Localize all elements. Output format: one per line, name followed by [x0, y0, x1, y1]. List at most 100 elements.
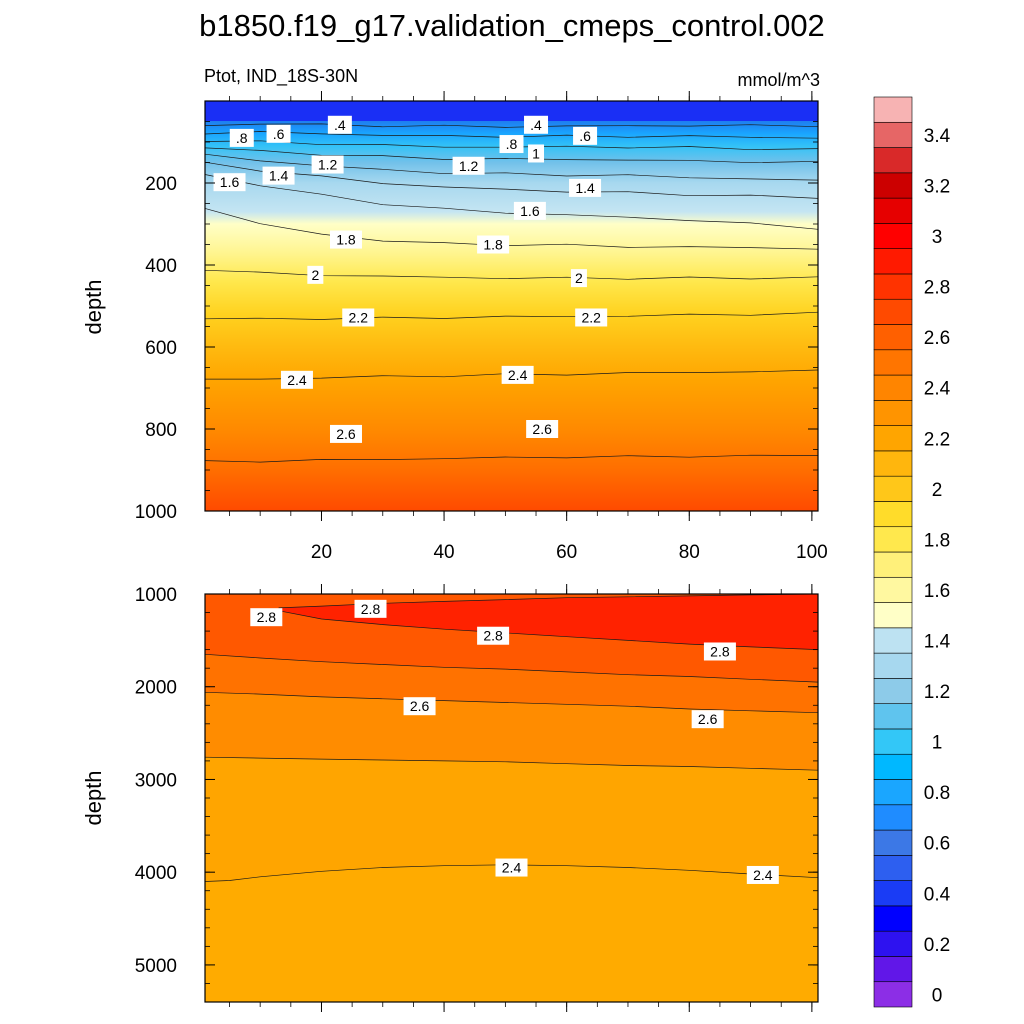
lower-contour-label: 2.8	[250, 608, 283, 627]
colorbar-swatch	[873, 248, 913, 275]
svg-text:2.6: 2.6	[698, 711, 718, 727]
upper-contour-label: .8	[229, 128, 254, 147]
upper-ytick-label: 600	[145, 338, 177, 359]
upper-contour-label: 2.6	[329, 424, 362, 443]
lower-contour-labels: 2.8 2.8 2.8 2.8 2.6 2.6 2.4 2.4	[250, 599, 779, 884]
colorbar-swatch	[873, 880, 913, 907]
lower-band-max	[278, 594, 818, 650]
upper-contour-label: 1.4	[262, 166, 295, 185]
upper-contour-labels: .4 .4 .6 .6 .8 .8 1 1.2 1.2 1.4 1.4 1.6 1.6 1.8 1.8 2 2 2…	[213, 115, 608, 443]
lower-contour-label: 2.8	[354, 599, 387, 618]
svg-text:.4: .4	[334, 117, 346, 133]
colorbar-swatch	[873, 147, 913, 174]
upper-contour-label: 1.4	[569, 178, 602, 197]
lower-contour-label: 2.8	[703, 642, 736, 661]
colorbar-swatch	[873, 956, 913, 983]
svg-text:2.8: 2.8	[361, 601, 381, 617]
upper-ytick-label: 800	[145, 420, 177, 441]
svg-text:1.8: 1.8	[483, 237, 503, 253]
lower-ytick-label: 2000	[135, 678, 177, 699]
colorbar-swatch	[873, 804, 913, 831]
upper-contour-1.4	[204, 161, 819, 199]
svg-text:1.2: 1.2	[459, 158, 479, 174]
colorbar-swatch	[873, 374, 913, 401]
svg-text:.8: .8	[506, 136, 518, 152]
svg-text:2.2: 2.2	[349, 309, 369, 325]
colorbar-label: 0.2	[924, 935, 950, 956]
colorbar-swatch	[873, 273, 913, 300]
colorbar-swatch	[873, 930, 913, 957]
colorbar: 0 0.2 0.4 0.6 0.8 1 1.2 1.4 1.6 1.8 2 2.2 2.4 2.6 2.8 3…	[873, 96, 951, 1008]
colorbar-label: 2.2	[924, 429, 950, 450]
upper-xtick-label: 60	[556, 542, 577, 563]
upper-contour-label: 2	[307, 265, 324, 284]
svg-text:2.8: 2.8	[710, 643, 730, 659]
lower-contour-label: 2.6	[403, 697, 436, 716]
colorbar-label: 0.6	[924, 834, 950, 855]
colorbar-label: 1.6	[924, 581, 950, 602]
upper-contour-0.4	[204, 123, 819, 128]
colorbar-label: 0.4	[924, 884, 951, 905]
upper-field	[205, 101, 818, 511]
upper-contour-label: .6	[266, 124, 291, 143]
svg-text:2: 2	[575, 270, 583, 286]
colorbar-swatch	[873, 400, 913, 426]
upper-xtick-label: 80	[679, 542, 700, 563]
lower-contour-2.5	[204, 756, 819, 771]
colorbar-swatch	[873, 526, 913, 553]
colorbar-swatch	[873, 475, 913, 502]
svg-text:1.6: 1.6	[520, 203, 540, 219]
variable-subtitle: Ptot, IND_18S-30N	[204, 66, 358, 87]
lower-ytick-label: 5000	[135, 956, 177, 977]
upper-contour-label: .4	[524, 115, 549, 134]
upper-xtick-label: 20	[311, 542, 332, 563]
colorbar-swatch	[873, 855, 913, 881]
svg-text:1.4: 1.4	[269, 168, 289, 184]
colorbar-swatch	[873, 829, 913, 856]
lower-ytick-label: 1000	[135, 585, 177, 606]
colorbar-label: 3.4	[924, 126, 951, 147]
upper-contour-2.6	[204, 454, 819, 463]
lower-axes: 1000 2000 3000 4000 5000	[135, 584, 818, 1012]
svg-text:1.8: 1.8	[336, 232, 356, 248]
svg-text:.6: .6	[273, 126, 285, 142]
svg-text:2.4: 2.4	[287, 372, 307, 388]
colorbar-swatch	[873, 349, 913, 376]
svg-text:2.8: 2.8	[257, 609, 277, 625]
upper-contour-label: 2.2	[342, 308, 375, 327]
colorbar-label: 3.2	[924, 176, 950, 197]
colorbar-label: 2	[932, 480, 943, 501]
colorbar-swatch	[873, 501, 913, 528]
lower-ytick-label: 3000	[135, 770, 177, 791]
upper-contour-label: 1.2	[311, 155, 344, 174]
upper-contour-2	[204, 269, 819, 280]
upper-contour-label: 1.6	[213, 173, 246, 192]
colorbar-swatch	[873, 324, 913, 351]
svg-text:2: 2	[311, 267, 319, 283]
colorbar-swatch	[873, 753, 913, 780]
colorbar-swatch	[873, 627, 913, 654]
svg-text:1.6: 1.6	[220, 174, 240, 190]
svg-text:1.4: 1.4	[575, 180, 595, 196]
colorbar-swatch	[873, 703, 913, 730]
upper-contour-label: .6	[573, 126, 598, 145]
colorbar-label: 1.2	[924, 682, 950, 703]
colorbar-swatch	[873, 172, 913, 199]
upper-ytick-label: 200	[145, 174, 177, 195]
upper-contour-label: 2.4	[501, 365, 534, 384]
svg-text:2.6: 2.6	[336, 426, 356, 442]
svg-text:2.4: 2.4	[502, 860, 522, 876]
lower-contour-2.4	[204, 864, 819, 882]
svg-text:2.6: 2.6	[532, 421, 552, 437]
colorbar-swatch	[873, 121, 913, 148]
colorbar-label: 3	[932, 227, 943, 248]
colorbar-swatch	[873, 96, 913, 123]
svg-text:2.4: 2.4	[508, 367, 528, 383]
upper-contour-label: 1.8	[329, 230, 362, 249]
colorbar-swatch	[873, 602, 913, 629]
colorbar-swatch	[873, 905, 913, 932]
colorbar-label: 0.8	[924, 783, 950, 804]
upper-xtick-label: 100	[796, 542, 828, 563]
lower-contour-label: 2.4	[495, 858, 528, 877]
upper-contour-label: 1	[528, 144, 545, 163]
